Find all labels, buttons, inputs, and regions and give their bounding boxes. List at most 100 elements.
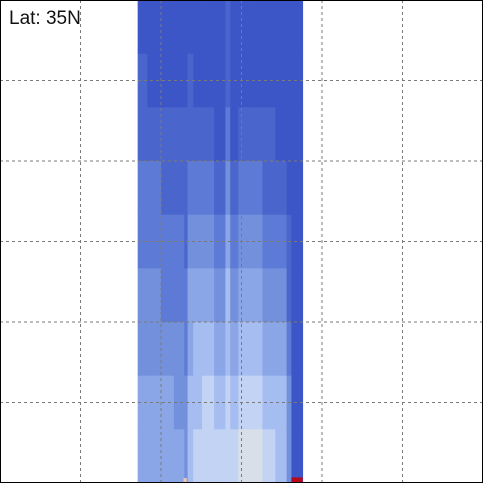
heatmap-cell (225, 429, 231, 483)
heatmap-cell (193, 268, 203, 323)
heatmap-cell (161, 107, 175, 162)
heatmap-cell (291, 161, 304, 216)
heatmap-cell (187, 214, 194, 269)
heatmap-cell (262, 322, 276, 377)
heatmap-cell (230, 429, 239, 483)
heatmap-cell (291, 429, 304, 483)
heatmap-cell (262, 214, 276, 269)
heatmap-cell (262, 0, 276, 55)
heatmap-cell (230, 0, 239, 55)
heatmap-cell (286, 107, 292, 162)
heatmap-cell (173, 429, 185, 483)
heatmap-cell (291, 375, 304, 430)
heatmap-cell (230, 268, 239, 323)
heatmap-cell (137, 161, 148, 216)
heatmap-cell (275, 429, 287, 483)
heatmap-cell (202, 214, 215, 269)
heatmap-cell (286, 0, 292, 55)
heatmap-cell (184, 322, 188, 377)
heatmap-cell (275, 214, 287, 269)
heatmap-cell (137, 268, 148, 323)
heatmap-cell (291, 322, 304, 377)
heatmap-cell (230, 322, 239, 377)
heatmap-cell (275, 375, 287, 430)
heatmap-cell (161, 161, 175, 216)
heatmap-cell (291, 107, 304, 162)
heatmap-cell (214, 375, 226, 430)
heatmap-cell (275, 0, 287, 55)
heatmap-cell (161, 268, 175, 323)
heatmap-cell (291, 0, 304, 55)
heatmap-cell (249, 53, 263, 108)
heatmap-cell (173, 53, 185, 108)
heatmap-cell (286, 322, 292, 377)
heatmap-cell (187, 107, 194, 162)
heatmap-cell (249, 268, 263, 323)
heatmap-cell (225, 322, 231, 377)
heatmap-cell (147, 322, 162, 377)
heatmap-cell (249, 322, 263, 377)
heatmap-cell (286, 161, 292, 216)
heatmap-cell (238, 214, 250, 269)
heatmap-cell (275, 161, 287, 216)
heatmap-cell (225, 161, 231, 216)
heatmap-cell (137, 0, 148, 55)
heatmap-cells (137, 0, 304, 483)
heatmap-cell (238, 53, 250, 108)
heatmap-cell (187, 375, 194, 430)
heatmap-cell (137, 107, 148, 162)
heatmap-cell (147, 214, 162, 269)
heatmap-cell (249, 214, 263, 269)
heatmap-cell (238, 429, 250, 483)
heatmap-cell (225, 268, 231, 323)
heatmap-cell (291, 53, 304, 108)
heatmap-cell (262, 161, 276, 216)
heatmap-hotspot (291, 477, 303, 483)
heatmap-cell (187, 429, 194, 483)
heatmap-cell (161, 429, 175, 483)
heatmap-cell (173, 161, 185, 216)
heatmap-cell (193, 161, 203, 216)
heatmap-cell (137, 322, 148, 377)
heatmap-cell (214, 161, 226, 216)
heatmap-cell (147, 268, 162, 323)
heatmap-cell (161, 0, 175, 55)
heatmap-cell (173, 0, 185, 55)
heatmap-cell (202, 53, 215, 108)
heatmap-cell (238, 322, 250, 377)
heatmap-cell (161, 214, 175, 269)
heatmap-cell (225, 0, 231, 55)
heatmap-cell (173, 107, 185, 162)
heatmap-cell (184, 0, 188, 55)
heatmap-cell (238, 107, 250, 162)
heatmap-cell (214, 322, 226, 377)
heatmap-cell (202, 322, 215, 377)
heatmap-cell (137, 429, 148, 483)
heatmap-cell (262, 107, 276, 162)
heatmap-cell (202, 268, 215, 323)
heatmap-cell (214, 214, 226, 269)
heatmap-cell (147, 161, 162, 216)
heatmap-cell (202, 375, 215, 430)
heatmap-cell (214, 268, 226, 323)
heatmap-cell (249, 429, 263, 483)
heatmap-cell (291, 268, 304, 323)
heatmap-cell (291, 214, 304, 269)
heatmap-cell (184, 268, 188, 323)
heatmap-cell (193, 322, 203, 377)
heatmap-cell (262, 53, 276, 108)
heatmap-cell (202, 161, 215, 216)
heatmap-cell (214, 53, 226, 108)
heatmap-cell (275, 268, 287, 323)
heatmap-cell (161, 322, 175, 377)
heatmap-cell (147, 107, 162, 162)
heatmap-cell (184, 107, 188, 162)
heatmap-cell (193, 53, 203, 108)
heatmap-cell (184, 429, 188, 483)
heatmap-cell (275, 53, 287, 108)
heatmap-cell (262, 268, 276, 323)
heatmap-cell (161, 53, 175, 108)
heatmap-cell (202, 107, 215, 162)
heatmap-cell (238, 268, 250, 323)
